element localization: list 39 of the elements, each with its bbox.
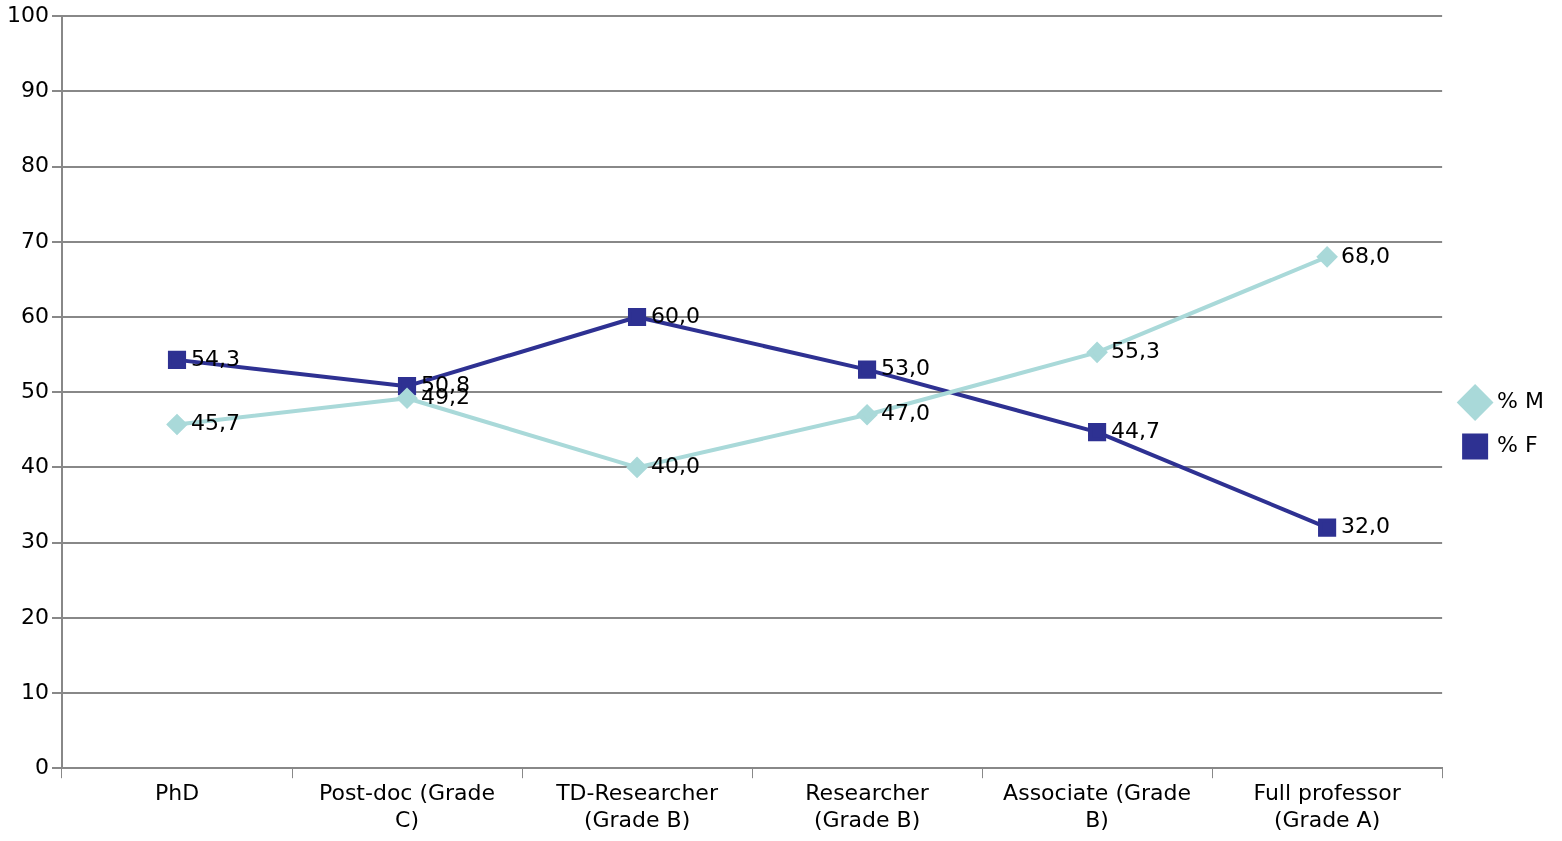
data-label: 55,3 [1111, 338, 1161, 364]
point [167, 350, 187, 369]
data-label: 32,0 [1341, 513, 1391, 539]
data-label: 40,0 [651, 453, 701, 479]
data-label: 68,0 [1341, 242, 1391, 268]
x-tick-label: Full professor (Grade A) [1253, 780, 1402, 832]
x-tick-label: PhD [154, 780, 200, 806]
data-label: 44,7 [1111, 417, 1161, 443]
x-tick-label: TD-Researcher (Grade B) [555, 780, 719, 832]
y-tick-label: 50 [20, 377, 49, 403]
data-label: 45,7 [191, 410, 240, 436]
point [858, 360, 877, 379]
y-tick-label: 80 [20, 152, 49, 178]
data-label: 60,0 [651, 302, 701, 328]
point [1317, 246, 1338, 267]
y-tick-label: 30 [20, 528, 49, 554]
y-tick-label: 40 [20, 453, 49, 479]
point [1088, 422, 1107, 442]
point [1087, 342, 1108, 363]
x-tick-label: Researcher (Grade B) [805, 780, 930, 832]
point [627, 457, 648, 478]
point [627, 307, 647, 327]
y-tick-label: 20 [20, 603, 49, 629]
data-label: 47,0 [881, 400, 931, 426]
x-tick-label: Associate (Grade B) [1003, 780, 1192, 832]
point [857, 404, 878, 425]
point [1318, 518, 1337, 537]
y-tick-label: 60 [20, 302, 49, 328]
legend-label: % M [1497, 388, 1545, 414]
y-tick-label: 0 [34, 753, 49, 779]
legend-label: % F [1497, 432, 1538, 458]
data-label: 53,0 [881, 355, 931, 381]
y-tick-label: 100 [6, 1, 49, 27]
y-tick-label: 10 [20, 678, 49, 704]
x-tick-label: Post-doc (Grade C) [318, 780, 496, 832]
point [397, 388, 418, 409]
y-tick-label: 90 [20, 77, 49, 103]
point [167, 414, 187, 435]
y-tick-label: 70 [20, 227, 49, 253]
